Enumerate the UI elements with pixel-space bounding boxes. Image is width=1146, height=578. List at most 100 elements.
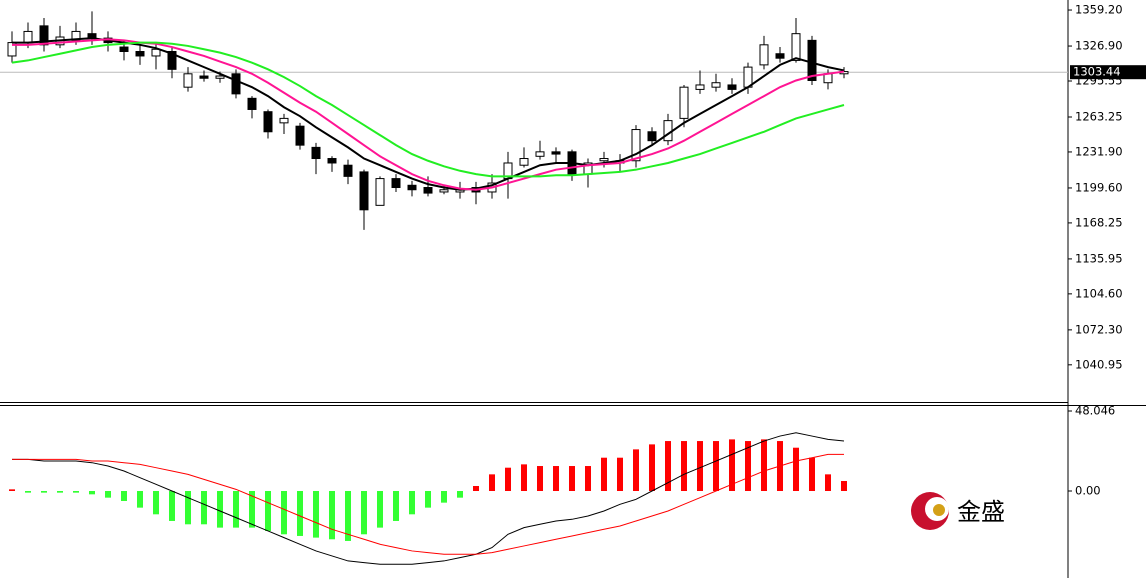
candle-body bbox=[311, 146, 321, 160]
histogram-bar bbox=[57, 491, 63, 493]
histogram-bar bbox=[153, 491, 159, 515]
histogram-bar bbox=[729, 439, 735, 492]
histogram-bar bbox=[281, 491, 287, 535]
y-tick-label: 1359.20 bbox=[1075, 3, 1123, 17]
candle-body bbox=[391, 178, 401, 189]
macd-line bbox=[12, 432, 845, 565]
candle-body bbox=[71, 30, 81, 41]
histogram-bar bbox=[585, 466, 591, 492]
ma-line bbox=[12, 37, 845, 191]
logo: 金盛 bbox=[911, 492, 1005, 530]
candle-body bbox=[663, 120, 673, 142]
candle-body bbox=[183, 73, 193, 88]
y-tick-label: 1040.95 bbox=[1075, 357, 1123, 371]
histogram-bar bbox=[313, 491, 319, 538]
candle-body bbox=[295, 125, 305, 146]
y-tick-label: 1104.60 bbox=[1075, 286, 1123, 300]
current-price-box bbox=[1070, 65, 1146, 80]
candle-body bbox=[247, 97, 257, 110]
candle-body bbox=[519, 158, 529, 166]
y-tick-label: 0.00 bbox=[1075, 484, 1101, 498]
histogram-bar bbox=[505, 467, 511, 492]
histogram-bar bbox=[809, 457, 815, 492]
y-tick-label: 1263.25 bbox=[1075, 109, 1123, 123]
candle-body bbox=[151, 48, 161, 57]
histogram-bar bbox=[89, 491, 95, 495]
histogram-bar bbox=[537, 466, 543, 492]
candle-body bbox=[647, 131, 657, 142]
histogram-bar bbox=[185, 491, 191, 525]
candle-body bbox=[279, 117, 289, 124]
histogram-bar bbox=[441, 491, 447, 503]
histogram-bar bbox=[665, 441, 671, 492]
histogram-bar bbox=[265, 491, 271, 531]
candle-body bbox=[551, 151, 561, 155]
histogram-bar bbox=[601, 457, 607, 492]
y-tick-label: 1231.90 bbox=[1075, 144, 1123, 158]
logo-icon bbox=[933, 504, 945, 516]
histogram-bar bbox=[137, 491, 143, 508]
candle-body bbox=[231, 73, 241, 95]
candle-body bbox=[631, 129, 641, 162]
candle-body bbox=[711, 82, 721, 88]
current-price-label: 1303.44 bbox=[1073, 65, 1121, 79]
ma-line bbox=[11, 41, 845, 178]
histogram-bar bbox=[329, 491, 335, 540]
histogram-bar bbox=[169, 491, 175, 521]
y-tick-label: 1135.95 bbox=[1075, 251, 1123, 265]
candle-body bbox=[199, 75, 209, 79]
histogram-bar bbox=[297, 491, 303, 536]
histogram-bar bbox=[553, 466, 559, 492]
candle-body bbox=[759, 44, 769, 66]
candle-body bbox=[791, 33, 801, 61]
candle-body bbox=[695, 84, 705, 90]
histogram-bar bbox=[361, 491, 367, 535]
histogram-bar bbox=[393, 491, 399, 521]
y-tick-label: 1168.25 bbox=[1075, 215, 1123, 229]
histogram-bar bbox=[569, 466, 575, 492]
candle-body bbox=[359, 171, 369, 211]
histogram-bar bbox=[233, 491, 239, 528]
candle-body bbox=[775, 53, 785, 59]
y-tick-label: 1326.90 bbox=[1075, 39, 1123, 53]
histogram-bar bbox=[457, 491, 463, 498]
candle-body bbox=[535, 151, 545, 157]
candle-body bbox=[215, 75, 225, 79]
candle-body bbox=[679, 86, 689, 119]
histogram-bar bbox=[713, 441, 719, 492]
histogram-bar bbox=[521, 464, 527, 492]
histogram-bar bbox=[761, 439, 767, 492]
candle-body bbox=[327, 158, 337, 164]
candle-body bbox=[119, 46, 129, 53]
candle-body bbox=[599, 158, 609, 162]
histogram-bar bbox=[105, 491, 111, 498]
histogram-bar bbox=[745, 441, 751, 492]
candle-body bbox=[375, 178, 385, 206]
histogram-bar bbox=[217, 491, 223, 528]
y-tick-label: 48.046 bbox=[1075, 404, 1115, 418]
ma-line bbox=[12, 38, 845, 191]
candle-body bbox=[167, 51, 177, 70]
histogram-bar bbox=[409, 491, 415, 515]
logo-text: 金盛 bbox=[957, 498, 1005, 526]
candle-body bbox=[439, 189, 449, 193]
histogram-bar bbox=[649, 444, 655, 492]
candle-body bbox=[23, 30, 33, 44]
y-tick-label: 1199.60 bbox=[1075, 180, 1123, 194]
histogram-bar bbox=[617, 457, 623, 492]
histogram-bar bbox=[841, 481, 847, 492]
histogram-bar bbox=[825, 474, 831, 492]
histogram-bar bbox=[681, 441, 687, 492]
histogram-bar bbox=[41, 491, 47, 493]
histogram-bar bbox=[489, 474, 495, 492]
histogram-bar bbox=[201, 491, 207, 525]
candle-body bbox=[407, 184, 417, 191]
candle-body bbox=[807, 39, 817, 81]
histogram-bar bbox=[425, 491, 431, 508]
histogram-bar bbox=[377, 491, 383, 528]
macd-line bbox=[12, 453, 844, 555]
histogram-bar bbox=[473, 486, 479, 492]
histogram-bar bbox=[697, 441, 703, 492]
candle-body bbox=[135, 51, 145, 57]
